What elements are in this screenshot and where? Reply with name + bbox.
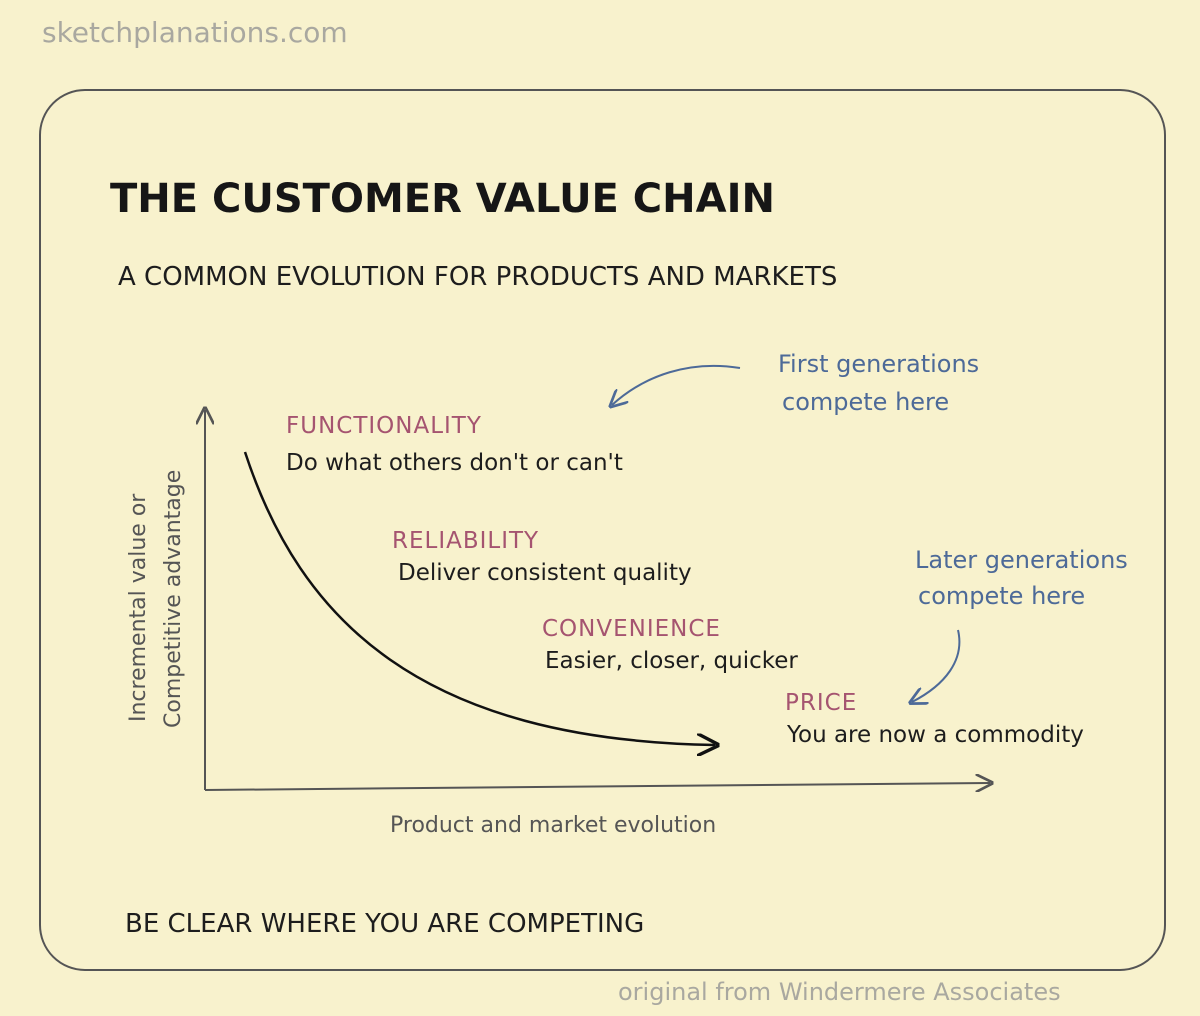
subtitle: A COMMON EVOLUTION FOR PRODUCTS AND MARK… xyxy=(118,262,837,292)
annotation-arrow xyxy=(612,364,741,405)
title: THE CUSTOMER VALUE CHAIN xyxy=(110,176,775,222)
x-axis xyxy=(204,783,990,790)
y-axis-label: Competitive advantage xyxy=(161,470,186,728)
annotation-arrow xyxy=(912,629,961,702)
stage-name: FUNCTIONALITY xyxy=(286,413,482,439)
frame xyxy=(39,89,1166,971)
annotation: compete here xyxy=(918,582,1085,610)
footer: BE CLEAR WHERE YOU ARE COMPETING xyxy=(125,909,644,939)
stage-description: Do what others don't or can't xyxy=(286,450,623,476)
stage-description: Easier, closer, quicker xyxy=(545,648,798,674)
x-axis-label: Product and market evolution xyxy=(390,813,716,838)
stage-description: Deliver consistent quality xyxy=(398,560,692,586)
stage-name: CONVENIENCE xyxy=(542,616,721,642)
annotation: First generations xyxy=(778,350,979,378)
credit: original from Windermere Associates xyxy=(618,978,1061,1006)
stage-description: You are now a commodity xyxy=(786,722,1084,748)
annotation: compete here xyxy=(782,388,949,416)
y-axis-label: Incremental value or xyxy=(126,493,151,722)
site: sketchplanations.com xyxy=(42,16,348,49)
value-curve xyxy=(243,451,715,745)
stage-name: RELIABILITY xyxy=(392,528,539,554)
annotation: Later generations xyxy=(915,546,1128,574)
stage-name: PRICE xyxy=(785,690,857,716)
